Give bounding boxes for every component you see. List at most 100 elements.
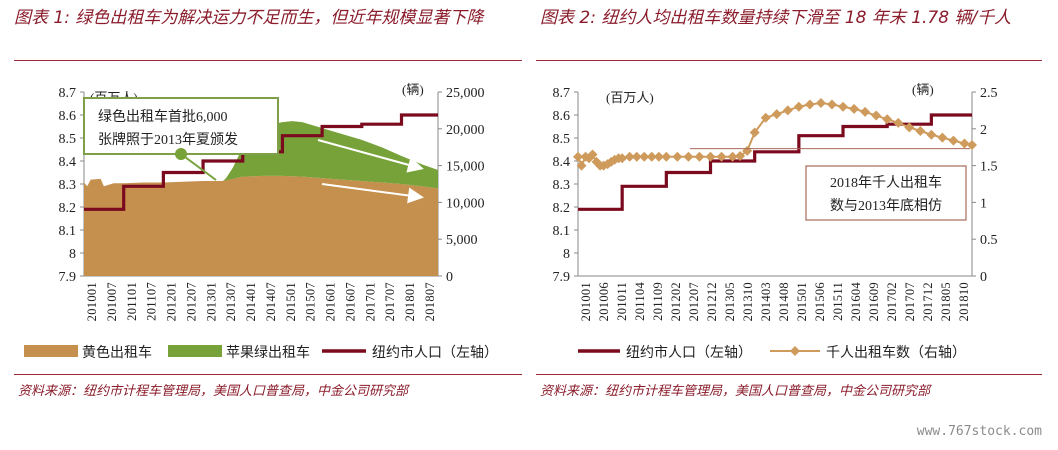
chart1: 8.7 8.6 8.5 8.4 8.3 8.2 8.1 8 7.9 25,000 20,000 15,…	[24, 82, 498, 361]
left-tick-label: 8	[563, 247, 570, 262]
right-tick-label: 0	[446, 270, 453, 285]
x-tick-label: 201001	[85, 282, 99, 321]
taxi-per-thousand-marker	[871, 110, 882, 121]
taxi-per-thousand-marker	[882, 114, 893, 125]
x-tick-label: 201305	[723, 282, 737, 321]
x-tick-label: 201702	[885, 282, 899, 321]
x-tick-label: 201207	[687, 282, 701, 321]
taxi-per-thousand-marker	[735, 151, 746, 162]
x-tick-label: 201801	[403, 282, 417, 321]
x-tick-label: 201201	[165, 282, 179, 321]
taxi-per-thousand-marker	[587, 149, 598, 160]
x-tick-label: 201104	[633, 282, 647, 321]
annotation-line1: 2018年千人出租车	[830, 174, 942, 191]
taxi-per-thousand-marker	[573, 151, 583, 162]
taxi-per-thousand-marker	[653, 151, 664, 162]
legend-label-yellow: 黄色出租车	[82, 344, 152, 361]
left-tick-label: 8.4	[59, 155, 77, 170]
x-tick-label: 201011	[615, 282, 629, 321]
chart1-source-rule	[14, 374, 522, 375]
right-tick-label: 15,000	[446, 160, 485, 175]
taxi-per-thousand-marker	[860, 106, 871, 117]
x-tick-label: 201408	[777, 282, 791, 321]
x-tick-label: 201707	[383, 282, 397, 321]
taxi-per-thousand-marker	[694, 151, 705, 162]
taxi-per-thousand-marker	[631, 151, 642, 162]
right-tick-label: 25,000	[446, 86, 485, 101]
x-tick-label: 201810	[957, 282, 971, 321]
right-tick-label: 2	[980, 123, 987, 138]
legend-swatch-green	[168, 345, 222, 357]
left-axis-unit: (百万人)	[606, 90, 654, 105]
left-tick-label: 8.4	[553, 155, 571, 170]
annotation-line1: 绿色出租车首批6,000	[98, 108, 228, 125]
taxi-per-thousand-marker	[815, 98, 826, 109]
taxi-per-thousand-marker	[904, 122, 915, 133]
x-tick-label: 201310	[741, 282, 755, 321]
left-tick-label: 8.3	[59, 178, 77, 193]
x-tick-label: 201601	[324, 282, 338, 321]
left-tick-label: 8.1	[59, 224, 77, 239]
chart2-source-rule	[536, 374, 1042, 375]
taxi-per-thousand-marker	[793, 101, 804, 112]
left-tick-label: 8.7	[59, 86, 77, 101]
x-tick-label: 201006	[597, 282, 611, 321]
taxi-per-thousand-marker	[937, 132, 948, 143]
annotation-box	[83, 97, 279, 155]
taxi-per-thousand-marker	[683, 151, 694, 162]
taxi-per-thousand-marker	[782, 105, 793, 116]
taxi-per-thousand-marker	[749, 127, 760, 138]
annotation-pointer	[180, 153, 217, 181]
right-tick-label: 1	[980, 196, 987, 211]
x-tick-label: 201401	[244, 282, 258, 321]
right-tick-label: 10,000	[446, 196, 485, 211]
right-tick-label: 0.5	[980, 233, 998, 248]
taxi-per-thousand-marker	[771, 109, 782, 120]
yellow-trend-arrow	[321, 183, 424, 204]
left-tick-label: 7.9	[553, 270, 571, 285]
left-tick-label: 8.2	[59, 201, 77, 216]
left-tick-label: 8.5	[59, 132, 77, 147]
right-tick-label: 5,000	[446, 233, 478, 248]
x-tick-label: 201712	[921, 282, 935, 321]
legend-label-population: 纽约市人口（左轴）	[626, 344, 752, 361]
taxi-per-thousand-marker	[760, 112, 771, 123]
taxi-per-thousand-marker	[672, 151, 683, 162]
right-tick-label: 1.5	[980, 160, 998, 175]
x-tick-label: 201403	[759, 282, 773, 321]
taxi-per-thousand-marker	[826, 99, 837, 110]
taxi-per-thousand-marker	[849, 103, 860, 114]
taxi-per-thousand-marker	[915, 126, 926, 137]
right-axis-unit: (辆)	[402, 82, 424, 97]
taxi-per-thousand-marker	[967, 139, 977, 150]
x-tick-label: 201001	[579, 282, 593, 321]
taxi-per-thousand-marker	[893, 117, 904, 128]
taxi-per-thousand-marker	[716, 151, 727, 162]
x-tick-label: 201707	[903, 282, 917, 321]
taxi-per-thousand-marker	[705, 151, 716, 162]
left-tick-label: 8.5	[553, 132, 571, 147]
x-tick-label: 201507	[304, 282, 318, 321]
x-tick-label: 201511	[831, 282, 845, 321]
annotation-line2: 张牌照于2013年夏颁发	[98, 131, 238, 148]
right-tick-label: 0	[980, 270, 987, 285]
legend-swatch-yellow	[24, 345, 78, 357]
legend-marker-taxi-per-thousand	[790, 346, 800, 356]
chart2: 8.7 8.6 8.5 8.4 8.3 8.2 8.1 8 7.9 2.5 2 1.5 1 0.5 0 (百万…	[553, 82, 998, 361]
x-tick-label: 201506	[813, 282, 827, 321]
right-tick-label: 2.5	[980, 86, 998, 101]
chart1-title-rule	[14, 60, 522, 61]
x-tick-label: 201807	[423, 282, 437, 321]
x-tick-label: 201107	[145, 282, 159, 321]
x-tick-label: 201007	[105, 282, 119, 321]
left-tick-label: 7.9	[59, 270, 77, 285]
x-tick-label: 201609	[867, 282, 881, 321]
annotation-line2: 数与2013年底相仿	[830, 198, 942, 214]
x-tick-label: 201307	[224, 282, 238, 321]
taxi-per-thousand-marker	[838, 101, 849, 112]
x-tick-label: 201101	[125, 282, 139, 321]
chart1-source: 资料来源：纽约市计程车管理局，美国人口普查局，中金公司研究部	[18, 384, 409, 399]
right-tick-label: 20,000	[446, 123, 485, 138]
left-tick-label: 8.6	[59, 109, 77, 124]
